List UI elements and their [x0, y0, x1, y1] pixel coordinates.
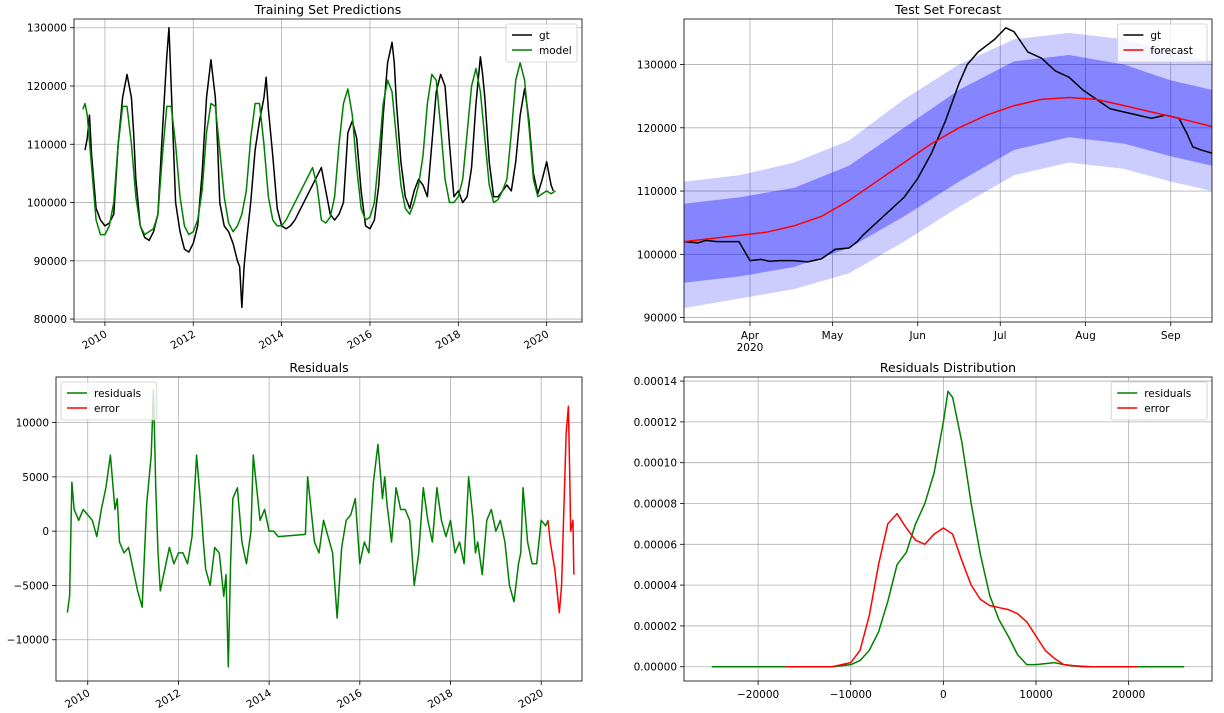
chart-3-xtick-label-4: 20000: [1112, 689, 1145, 701]
chart-2-ytick-label-1: −5000: [13, 580, 49, 592]
chart-2-ytick-label-4: 10000: [16, 418, 49, 430]
chart-3-ytick-label-4: 0.00008: [634, 498, 677, 510]
chart-0-plot-area: [82, 26, 556, 309]
chart-0-legend-label-gt: gt: [539, 30, 550, 42]
chart-0-ytick-label-4: 120000: [27, 81, 67, 93]
chart-0-xtick-label-3: 2016: [345, 328, 374, 352]
chart-0-legend: gt model: [505, 23, 578, 63]
chart-3-legend-box: [1110, 381, 1208, 421]
chart-3-frame: [683, 376, 1213, 682]
chart-2-plot-area: [66, 389, 575, 668]
chart-2-frame: [55, 376, 583, 682]
chart-1-series-forecast: [684, 96, 1212, 243]
chart-0-frame: [73, 18, 583, 323]
chart-3-ytick-label-7: 0.00014: [634, 376, 678, 388]
chart-2-legend: residuals error: [60, 381, 158, 421]
chart-1-band-outer: [684, 32, 1212, 309]
chart-3-xtick-label-0: −20000: [737, 689, 779, 701]
chart-1-xtick-label-3: Jul: [993, 330, 1007, 342]
chart-1-ytick-label-1: 100000: [637, 249, 677, 261]
chart-1-title: Test Set Forecast: [894, 2, 1001, 17]
chart-2-series-error: [547, 405, 575, 614]
chart-3-xtick-label-1: −10000: [830, 689, 872, 701]
training-set-predictions-chart: 2010 2012 2014 2016 2018 2020 80000 90000 100000…: [27, 2, 583, 352]
chart-0-xtick-label-4: 2018: [434, 328, 463, 352]
chart-1-ytick-label-3: 120000: [637, 123, 677, 135]
chart-0-ytick-label-0: 80000: [34, 314, 67, 326]
chart-2-xtick-label-1: 2012: [154, 687, 183, 711]
chart-1-xtick-label-0-line-1: 2020: [737, 342, 764, 354]
chart-0-series-gt: [84, 26, 554, 309]
chart-1-legend-label-gt: gt: [1150, 30, 1161, 42]
chart-3-title: Residuals Distribution: [880, 360, 1016, 375]
chart-0-xtick-label-5: 2020: [522, 328, 551, 352]
chart-1-legend-box: [1117, 23, 1208, 63]
chart-1-plot-area: [684, 27, 1212, 309]
chart-1-ytick-label-2: 110000: [637, 186, 677, 198]
chart-3-legend-label-residuals: residuals: [1144, 388, 1191, 400]
chart-1-frame: [683, 18, 1213, 323]
chart-1-legend-label-forecast: forecast: [1150, 45, 1192, 57]
chart-1-xtick-label-0: Apr: [741, 330, 760, 342]
chart-3-legend: residuals error: [1110, 381, 1208, 421]
chart-2-ytick-label-2: 0: [42, 526, 49, 538]
chart-2-ytick-label-0: −10000: [7, 635, 49, 647]
chart-0-ytick-label-5: 130000: [27, 23, 67, 35]
chart-2-legend-label-residuals: residuals: [94, 388, 141, 400]
chart-1-ytick-label-4: 130000: [637, 60, 677, 72]
chart-1-legend: gt forecast: [1117, 23, 1208, 63]
chart-1-xtick-label-5: Sep: [1161, 330, 1181, 342]
chart-3-legend-label-error: error: [1144, 403, 1170, 415]
chart-0-ytick-label-3: 110000: [27, 139, 67, 151]
chart-3-ytick-label-0: 0.00000: [634, 662, 677, 674]
chart-2-xtick-label-4: 2018: [426, 687, 455, 711]
chart-0-xtick-label-2: 2014: [257, 328, 286, 352]
chart-2-ytick-label-3: 5000: [22, 472, 49, 484]
residuals-distribution-chart: −20000 −10000 0 10000 20000 0.00000 0.00002 0.0…: [634, 360, 1213, 701]
chart-0-legend-box: [505, 23, 578, 63]
chart-2-series-residuals: [66, 389, 549, 668]
chart-0-ytick-label-1: 90000: [34, 256, 67, 268]
chart-3-xtick-label-3: 10000: [1019, 689, 1052, 701]
chart-3-series-error: [785, 512, 1138, 668]
chart-2-legend-label-error: error: [94, 403, 120, 415]
chart-2-xtick-label-0: 2010: [63, 687, 92, 711]
chart-3-ytick-label-1: 0.00002: [634, 621, 677, 633]
chart-2-xtick-label-3: 2016: [335, 687, 364, 711]
chart-2-legend-box: [60, 381, 158, 421]
chart-0-xtick-label-1: 2012: [169, 328, 198, 352]
chart-0-series-model: [82, 61, 556, 236]
chart-0-title: Training Set Predictions: [254, 2, 401, 17]
chart-2-xtick-label-2: 2014: [244, 687, 273, 711]
chart-3-xtick-label-2: 0: [940, 689, 947, 701]
chart-3-series-residuals: [711, 390, 1185, 668]
chart-3-ytick-label-5: 0.00010: [634, 458, 677, 470]
chart-0-legend-label-model: model: [539, 45, 572, 57]
chart-2-title: Residuals: [289, 360, 348, 375]
chart-3-plot-area: [711, 390, 1185, 668]
chart-1-series-gt: [684, 27, 1212, 263]
chart-1-xtick-label-2: Jun: [909, 330, 926, 342]
residuals-chart: 2010 2012 2014 2016 2018 2020 −10000 −5000 0 5000…: [7, 360, 583, 711]
chart-3-ytick-label-2: 0.00004: [634, 580, 678, 592]
chart-1-band-inner: [684, 55, 1212, 283]
chart-0-xtick-label-0: 2010: [80, 328, 109, 352]
chart-1-xtick-label-1: May: [822, 330, 844, 342]
chart-0-ytick-label-2: 100000: [27, 198, 67, 210]
chart-3-ytick-label-6: 0.00012: [634, 417, 677, 429]
chart-1-xtick-label-4: Aug: [1075, 330, 1096, 342]
chart-2-xtick-label-5: 2020: [517, 687, 546, 711]
chart-1-ytick-label-0: 90000: [644, 313, 677, 325]
chart-3-ytick-label-3: 0.00006: [634, 539, 678, 551]
